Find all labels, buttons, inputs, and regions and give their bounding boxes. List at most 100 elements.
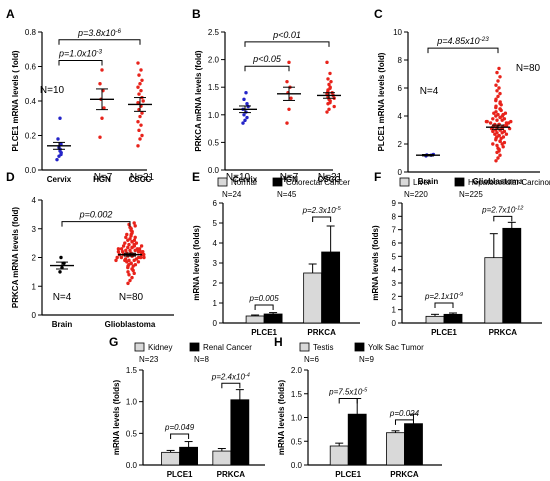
y-axis-label: mRNA levels (folds) <box>371 225 380 301</box>
y-axis-label: PLCE1 mRNA levels ( fold) <box>11 50 20 151</box>
p-value-label: p=2.7x10-12 <box>481 205 524 214</box>
y-tick-label: 0.5 <box>126 429 138 438</box>
data-point <box>132 221 136 225</box>
data-point <box>139 244 144 248</box>
x-tick-label: Cervix <box>233 175 258 184</box>
bar <box>443 313 463 324</box>
panel-letter: F <box>374 170 381 184</box>
data-point <box>133 224 137 228</box>
sample-size-label: N=4 <box>420 86 439 97</box>
y-tick-label: 6 <box>398 84 403 93</box>
data-point <box>138 114 142 119</box>
p-value-label: p=2.1x10-9 <box>424 292 463 301</box>
panel-b: B 0.0 0.5 1.0 1.5 2.0 2.5 PRKCA mRNA levels (fo… <box>192 7 343 184</box>
p-value-label: p=0.049 <box>164 423 195 432</box>
legend-label: Liver <box>413 178 431 187</box>
data-point <box>132 238 137 242</box>
data-point <box>242 113 246 117</box>
legend-swatch <box>217 177 228 187</box>
significance-bracket <box>221 382 241 389</box>
y-tick-label: 0 <box>213 319 218 328</box>
data-point <box>495 89 499 93</box>
data-point <box>494 97 498 101</box>
y-tick-label: 4 <box>392 266 397 275</box>
y-tick-label: 0 <box>392 319 397 328</box>
y-tick-label: 1.0 <box>291 414 303 423</box>
data-point <box>495 70 499 75</box>
data-point <box>242 97 246 102</box>
data-point <box>114 258 118 263</box>
data-point <box>139 68 143 72</box>
significance-bracket <box>312 216 332 222</box>
y-tick-label: 2.0 <box>208 56 220 65</box>
legend-swatch <box>354 342 365 352</box>
panel-letter: A <box>6 7 15 21</box>
p-value-label: p<0.05 <box>252 54 282 64</box>
sample-size-label: N=45 <box>277 190 297 199</box>
y-tick-label: 5 <box>213 219 218 228</box>
data-point <box>245 115 249 120</box>
sample-size-label: N=23 <box>139 355 159 364</box>
data-point <box>498 75 502 79</box>
p-value-label: p=1.0x10-3 <box>58 48 102 59</box>
sample-size-label: N=10 <box>40 85 65 96</box>
p-value-label: p=4.85x10-23 <box>436 36 489 47</box>
legend-label: Renal Cancer <box>203 343 252 352</box>
data-point <box>244 91 248 95</box>
y-tick-label: 0.5 <box>208 138 220 147</box>
panel-letter: H <box>274 335 283 349</box>
p-value-label: p=0.005 <box>249 294 280 303</box>
sample-size-label: N=21 <box>318 172 343 183</box>
data-point <box>138 137 142 141</box>
y-axis-label: PRKCA mRNA levels (fold) <box>11 207 20 309</box>
data-point <box>123 257 128 261</box>
data-point <box>98 135 102 139</box>
y-axis-label: PLCE1 mRNA levels (fold) <box>377 52 386 151</box>
y-tick-label: 1 <box>392 306 397 315</box>
data-point <box>116 250 121 254</box>
data-point <box>142 252 146 257</box>
significance-bracket <box>338 398 358 404</box>
data-point <box>498 107 502 111</box>
y-tick-label: 0 <box>32 311 37 320</box>
data-point <box>130 267 134 271</box>
panel-h: H 0.0 0.5 1.0 1.5 2.0 mRNA levels (folds) Testi… <box>274 335 442 479</box>
y-axis-label: mRNA levels (folds) <box>192 225 201 301</box>
y-tick-label: 4 <box>213 239 218 248</box>
x-tick-label: Brain <box>52 320 73 329</box>
sample-size-label: N=4 <box>53 292 72 303</box>
legend-swatch <box>299 342 310 352</box>
x-tick-label: HGN <box>280 175 298 184</box>
y-axis-label: PRKCA mRNA levels (fold) <box>194 50 203 152</box>
data-point <box>128 248 132 253</box>
data-point <box>138 82 142 86</box>
data-point <box>287 107 291 111</box>
data-point <box>116 247 121 251</box>
legend-label: Testis <box>313 343 333 352</box>
y-tick-label: 4 <box>398 112 403 121</box>
panel-letter: B <box>192 7 201 21</box>
panel-a: A 0.0 0.2 0.4 0.6 0.8 PLCE1 mRNA levels ( fold… <box>6 7 155 184</box>
y-tick-label: 7 <box>392 226 397 235</box>
data-point <box>127 273 131 277</box>
legend-label: Colorectal Cancer <box>286 178 350 187</box>
x-tick-label: PRKCA <box>390 470 419 479</box>
data-point <box>120 250 125 254</box>
sample-size-label: N=80 <box>119 292 144 303</box>
y-tick-label: 0.0 <box>291 461 303 470</box>
bar <box>502 227 522 324</box>
data-point <box>496 79 500 83</box>
data-point <box>123 241 127 245</box>
sample-size-label: N=6 <box>304 355 319 364</box>
data-point <box>243 118 247 123</box>
legend-label: Hepatocellular Carcinoma <box>468 178 550 187</box>
bar <box>321 251 341 324</box>
bar <box>212 450 232 466</box>
y-tick-label: 0.0 <box>126 461 138 470</box>
sample-size-label: N=21 <box>130 172 155 183</box>
panel-letter: D <box>6 170 15 184</box>
y-tick-label: 2 <box>392 292 397 301</box>
legend-swatch <box>189 342 200 352</box>
y-tick-label: 6 <box>213 199 218 208</box>
data-point <box>502 129 507 134</box>
